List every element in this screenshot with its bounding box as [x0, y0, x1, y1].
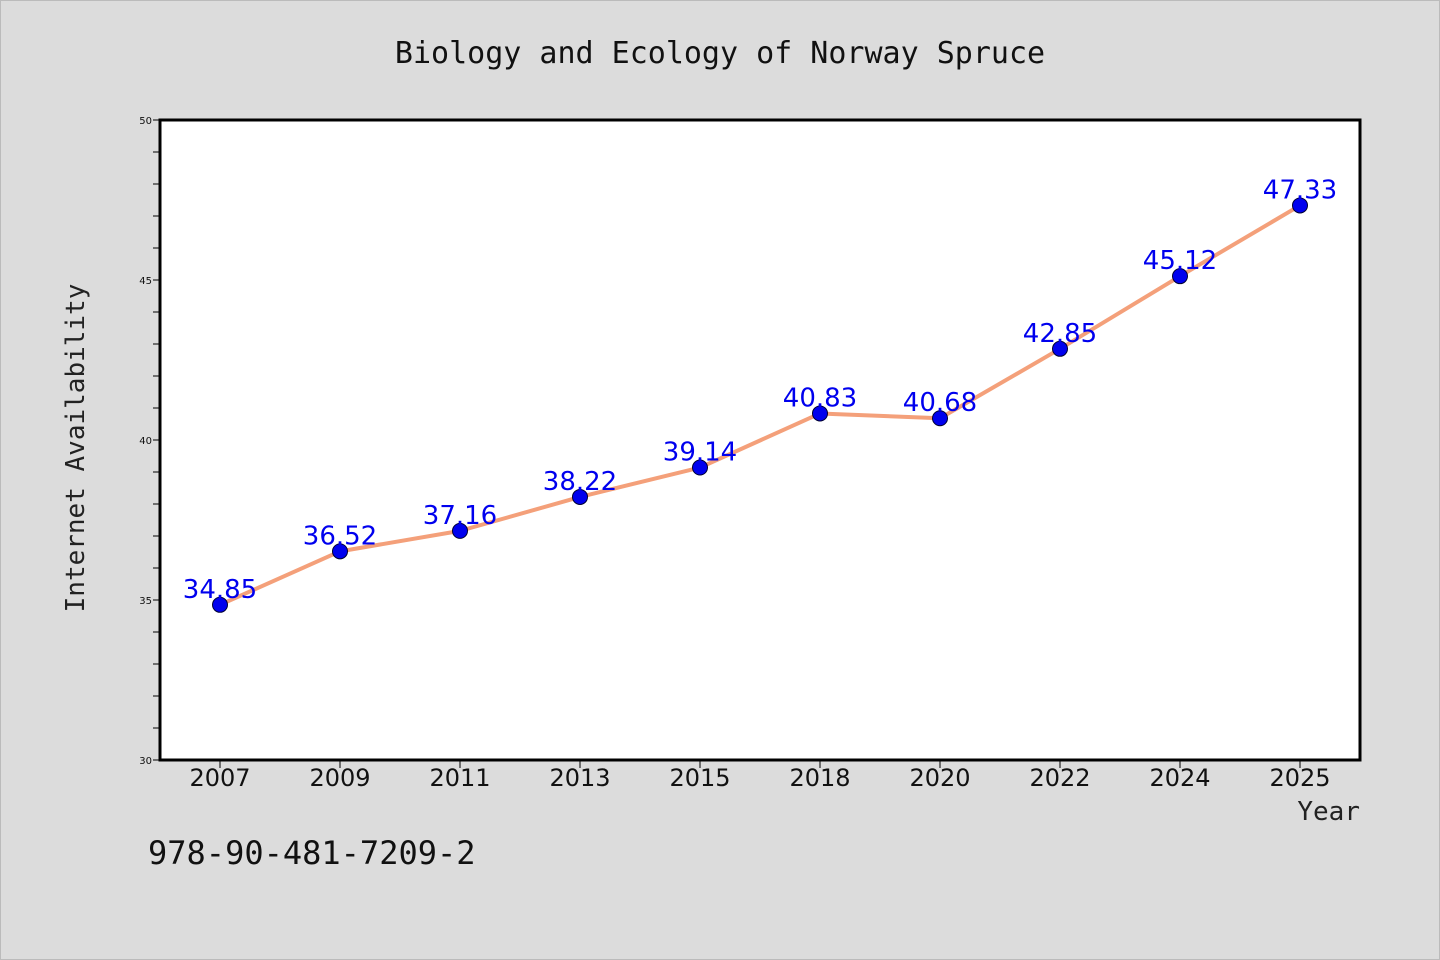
- x-tick-label: 2025: [1269, 764, 1330, 792]
- data-label: 42.85: [1023, 319, 1097, 349]
- data-label: 40.83: [783, 383, 857, 413]
- y-tick-label: 45: [139, 276, 152, 287]
- data-point: [692, 459, 708, 476]
- x-axis-label: Year: [1297, 797, 1360, 827]
- series-layer: 34.85 36.52 37.16 38.22 39.14 40.83 40.68 42.85…: [183, 175, 1337, 613]
- y-axis-ticks: 30 35 40 45 50: [139, 116, 160, 767]
- data-label: 37.16: [423, 501, 497, 531]
- x-tick-label: 2020: [909, 764, 970, 792]
- y-tick-label: 30: [139, 756, 152, 767]
- chart-title: Biology and Ecology of Norway Spruce: [395, 36, 1045, 71]
- isbn-text: 978-90-481-7209-2: [148, 834, 476, 872]
- y-tick-label: 50: [139, 116, 152, 127]
- data-point: [1172, 268, 1188, 285]
- x-tick-label: 2022: [1029, 764, 1090, 792]
- data-point: [1292, 197, 1308, 214]
- data-point: [332, 543, 348, 560]
- x-tick-label: 2024: [1149, 764, 1210, 792]
- data-label: 39.14: [663, 438, 737, 468]
- x-tick-label: 2015: [669, 764, 730, 792]
- data-point: [212, 596, 228, 613]
- x-tick-label: 2018: [789, 764, 850, 792]
- data-point: [1052, 340, 1068, 357]
- y-tick-label: 35: [139, 596, 152, 607]
- data-label: 45.12: [1143, 246, 1217, 276]
- data-label: 36.52: [303, 521, 377, 551]
- data-label: 38.22: [543, 467, 617, 497]
- x-tick-label: 2007: [189, 764, 250, 792]
- y-tick-label: 40: [139, 436, 152, 447]
- y-axis-label: Internet Availability: [61, 284, 91, 613]
- x-tick-label: 2009: [309, 764, 370, 792]
- x-axis-ticks: 2007 2009 2011 2013 2015 2018 2020 2022 2024 2025: [189, 760, 1331, 792]
- data-point: [452, 522, 468, 539]
- data-label: 47.33: [1263, 175, 1337, 205]
- data-point: [932, 410, 948, 427]
- x-tick-label: 2011: [429, 764, 490, 792]
- data-label: 34.85: [183, 575, 257, 605]
- data-point: [812, 405, 828, 422]
- data-point: [572, 488, 588, 505]
- data-label: 40.68: [903, 388, 977, 418]
- series-line: [218, 203, 1302, 607]
- x-tick-label: 2013: [549, 764, 610, 792]
